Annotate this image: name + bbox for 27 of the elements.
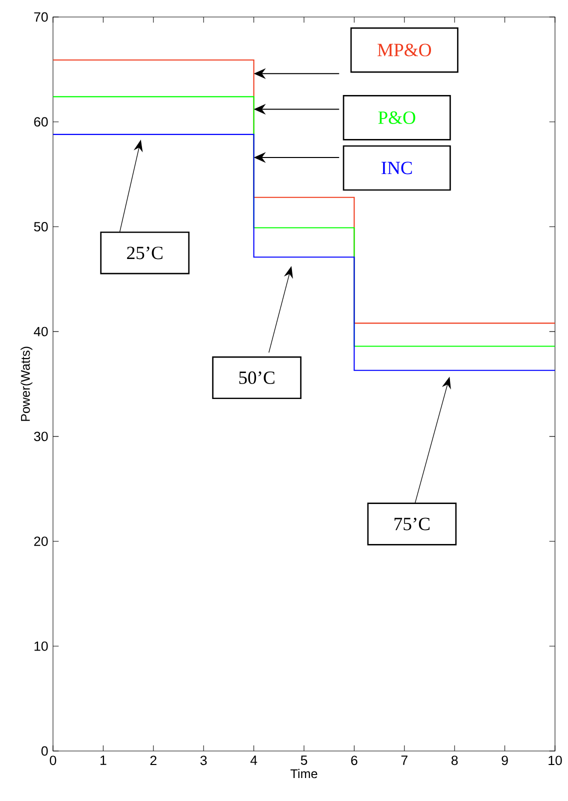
x-tick-label: 10 bbox=[548, 756, 562, 766]
x-tick-label: 7 bbox=[401, 756, 408, 765]
x-tick-label: 4 bbox=[250, 756, 258, 765]
y-tick-label: 10 bbox=[34, 641, 48, 651]
x-tick-label: 3 bbox=[200, 756, 207, 766]
x-tick-label: 1 bbox=[100, 756, 106, 765]
y-tick-label: 70 bbox=[34, 12, 48, 22]
x-tick-label: 2 bbox=[150, 756, 156, 765]
y-tick-label: 30 bbox=[34, 432, 48, 442]
x-tick-label: 0 bbox=[50, 756, 56, 766]
y-tick-label: 0 bbox=[41, 746, 48, 756]
text: MP&O bbox=[378, 44, 432, 56]
annotation: 75’C bbox=[394, 518, 430, 530]
annotation: 25’C bbox=[127, 246, 162, 260]
annotation: 50’C bbox=[239, 371, 274, 384]
y-tick-label: 40 bbox=[34, 326, 48, 336]
y-tick-label: 60 bbox=[34, 117, 48, 127]
x-tick-label: 5 bbox=[300, 756, 308, 765]
x-axis-title: Time bbox=[290, 768, 318, 778]
x-tick-label: 6 bbox=[351, 756, 358, 766]
y-tick-label: 50 bbox=[34, 222, 48, 232]
y-axis-title: Power(Watts) bbox=[20, 346, 32, 421]
y-tick-label: 20 bbox=[34, 536, 48, 546]
x-tick-label: 8 bbox=[451, 756, 458, 766]
text: P&O bbox=[378, 111, 416, 124]
text: INC bbox=[382, 162, 412, 174]
x-tick-label: 9 bbox=[502, 756, 508, 766]
